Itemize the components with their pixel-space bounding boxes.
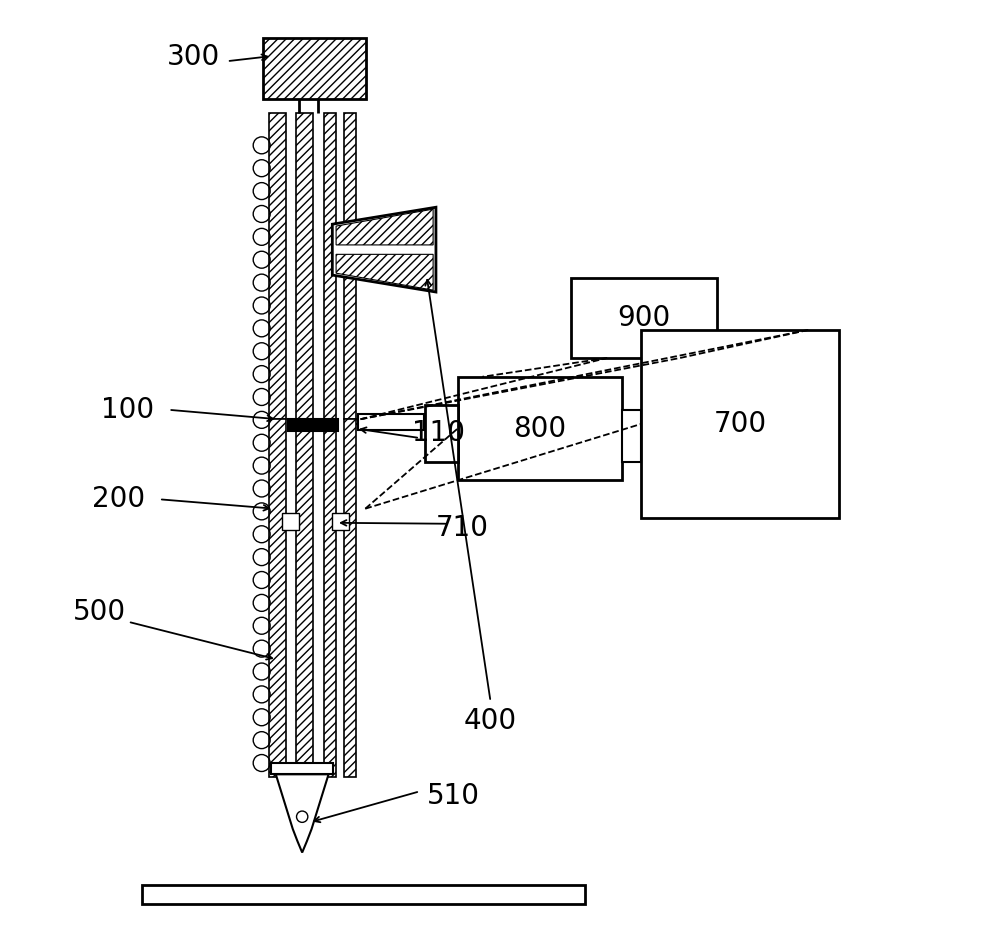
Text: 500: 500: [73, 598, 126, 626]
Bar: [296, 113, 313, 419]
Bar: [332, 513, 349, 530]
Bar: [142, 885, 585, 904]
Text: 700: 700: [714, 410, 767, 438]
Polygon shape: [336, 254, 433, 290]
Bar: [425, 405, 458, 462]
Bar: [263, 38, 366, 99]
Text: 100: 100: [101, 396, 154, 424]
Bar: [622, 410, 641, 462]
Bar: [324, 113, 336, 419]
Text: 110: 110: [412, 419, 465, 447]
Text: 200: 200: [92, 485, 145, 513]
Bar: [458, 377, 622, 480]
Text: 900: 900: [617, 304, 670, 332]
Text: 710: 710: [436, 513, 489, 542]
Polygon shape: [332, 207, 436, 292]
Text: 510: 510: [426, 782, 479, 810]
Bar: [571, 278, 717, 358]
Bar: [296, 419, 313, 777]
Bar: [641, 330, 839, 518]
Polygon shape: [276, 774, 329, 853]
Bar: [269, 113, 286, 419]
Bar: [344, 419, 356, 777]
Bar: [358, 414, 424, 430]
Bar: [271, 763, 333, 774]
Bar: [269, 419, 286, 777]
Text: 400: 400: [464, 706, 517, 735]
Text: 300: 300: [167, 42, 220, 71]
Bar: [324, 419, 336, 777]
Bar: [282, 513, 299, 530]
Polygon shape: [336, 209, 433, 245]
Text: 800: 800: [513, 414, 567, 443]
Bar: [344, 113, 356, 419]
Bar: [288, 419, 338, 431]
